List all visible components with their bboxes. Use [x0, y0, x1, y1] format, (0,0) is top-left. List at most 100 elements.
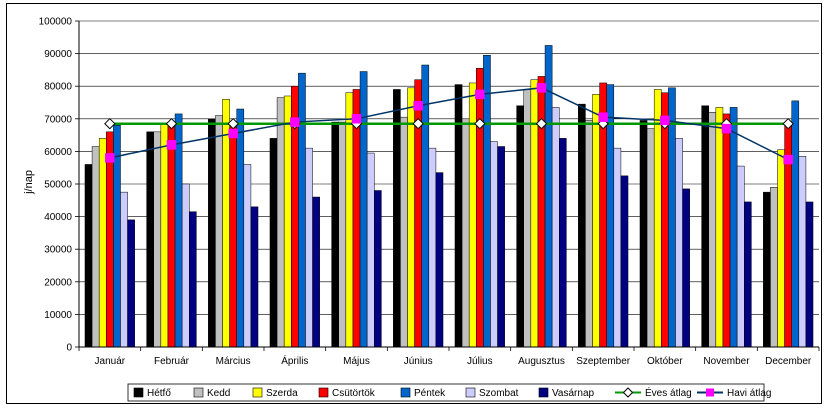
legend-label: Péntek: [414, 388, 446, 399]
bar: [250, 206, 259, 348]
bar: [407, 87, 415, 348]
bar: [551, 107, 560, 348]
bar: [312, 196, 320, 348]
legend-swatch: [538, 387, 549, 398]
diamond-marker: [227, 117, 239, 130]
x-tick-labels: Január Február Március Április Május Június Jú…: [95, 354, 812, 367]
x-tick-label: Június: [404, 356, 433, 367]
bar: [620, 175, 629, 348]
bar: [708, 112, 717, 348]
legend-label: Csütörtök: [332, 388, 376, 399]
bar: [682, 188, 690, 348]
bar: [701, 105, 710, 348]
diamond-marker: [782, 117, 794, 130]
legend-label: Szombat: [479, 388, 519, 399]
legend-label: Szerda: [266, 388, 298, 399]
y-tick-label: 0: [66, 343, 72, 354]
bar: [229, 126, 237, 348]
y-tick-label: 50000: [44, 180, 72, 191]
bar: [298, 72, 306, 348]
diamond-marker: [412, 117, 424, 130]
bar: [729, 107, 738, 348]
x-tick-label: November: [703, 356, 750, 367]
bar: [215, 115, 223, 348]
bar: [269, 138, 278, 348]
square-marker: [721, 123, 732, 134]
bar: [805, 201, 814, 348]
bar: [84, 164, 93, 348]
bar: [400, 116, 408, 348]
bar: [305, 147, 313, 348]
bar: [120, 191, 128, 348]
square-marker: [290, 117, 300, 127]
bar: [530, 79, 539, 348]
legend-label: Hétfő: [147, 388, 171, 399]
chart-frame: j/nap 0 10000 20000 30000 40000 50000 60000 700…: [6, 3, 822, 404]
bar: [653, 89, 662, 348]
bar: [366, 152, 375, 348]
bar: [236, 108, 245, 348]
x-tick-label: Április: [281, 354, 308, 367]
bar: [435, 172, 444, 348]
x-tick-label: Július: [467, 356, 493, 367]
y-tick-label: 10000: [44, 310, 72, 321]
bar: [523, 89, 532, 348]
square-marker: [536, 83, 547, 93]
legend-label: Éves átlag: [645, 386, 692, 399]
legend-box: [127, 383, 765, 402]
square-marker: [351, 114, 362, 124]
legend-label: Havi átlag: [727, 388, 771, 399]
bar: [668, 87, 676, 348]
chart-svg: j/nap 0 10000 20000 30000 40000 50000 60000 700…: [23, 17, 820, 402]
series-lines: [104, 83, 794, 165]
y-tick-label: 40000: [44, 212, 72, 223]
bar: [181, 183, 190, 348]
bar: [393, 89, 401, 348]
x-tick-label: Augusztus: [518, 356, 565, 367]
bar: [791, 100, 800, 348]
diamond-marker: [104, 117, 116, 130]
bar: [585, 120, 593, 348]
bar: [160, 123, 169, 348]
bar: [646, 128, 655, 348]
diamond-marker: [535, 117, 548, 130]
bar: [146, 131, 154, 348]
bar: [91, 146, 100, 348]
x-tick-label: Január: [95, 356, 126, 367]
series-line: [109, 87, 789, 161]
bar: [331, 121, 339, 348]
bar: [476, 68, 484, 348]
bar: [461, 118, 470, 348]
bar: [578, 103, 586, 348]
bar: [428, 147, 437, 348]
diamond-marker: [165, 117, 178, 130]
x-tick-label: Február: [154, 356, 190, 367]
bar: [338, 121, 347, 348]
bar: [715, 107, 724, 348]
bar: [777, 149, 785, 348]
bar: [744, 201, 752, 348]
diamond-marker: [474, 117, 486, 130]
bar: [167, 121, 176, 348]
bar: [559, 138, 567, 348]
legend-swatch: [400, 387, 411, 398]
bar: [639, 120, 648, 348]
bar: [798, 156, 807, 348]
bar: [497, 146, 505, 348]
bar: [661, 92, 669, 348]
bar: [243, 164, 252, 348]
square-marker: [413, 101, 423, 111]
bar: [189, 211, 197, 348]
bar: [516, 105, 524, 348]
bar: [98, 138, 107, 348]
bar: [722, 113, 731, 348]
y-tick-label: 60000: [44, 147, 72, 158]
legend-swatch: [193, 387, 204, 398]
bar: [359, 71, 368, 348]
y-tick-label: 20000: [44, 277, 72, 288]
square-marker: [166, 140, 177, 150]
bar: [106, 131, 114, 348]
bar: [537, 76, 546, 348]
bar: [345, 92, 354, 348]
bar: [675, 138, 683, 348]
